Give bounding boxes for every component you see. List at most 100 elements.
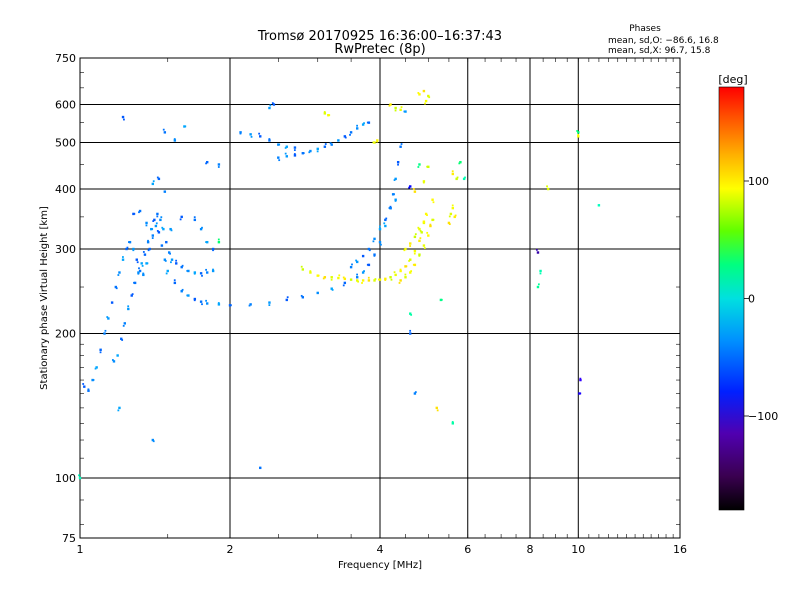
data-point bbox=[151, 237, 154, 239]
data-point bbox=[428, 96, 431, 99]
colorbar-tick-label: 100 bbox=[748, 175, 769, 188]
data-point bbox=[302, 152, 305, 155]
data-point bbox=[152, 180, 155, 183]
data-point bbox=[343, 135, 347, 138]
data-point bbox=[409, 312, 412, 315]
data-point bbox=[356, 273, 358, 276]
data-point bbox=[317, 274, 320, 277]
data-point bbox=[99, 348, 102, 351]
data-point bbox=[127, 305, 130, 308]
data-point bbox=[579, 378, 582, 382]
data-point bbox=[422, 220, 425, 223]
data-point bbox=[187, 269, 190, 273]
data-point bbox=[151, 182, 155, 186]
data-point bbox=[187, 294, 190, 297]
data-point bbox=[161, 226, 164, 229]
data-point bbox=[368, 249, 371, 252]
data-point bbox=[390, 278, 393, 281]
data-point bbox=[250, 135, 253, 138]
data-point bbox=[323, 112, 327, 115]
data-point bbox=[160, 244, 163, 247]
data-point bbox=[432, 201, 435, 204]
data-point bbox=[456, 176, 459, 179]
data-point bbox=[118, 406, 121, 410]
data-point bbox=[128, 240, 132, 244]
data-point bbox=[405, 265, 408, 268]
data-point bbox=[186, 269, 189, 272]
data-point bbox=[373, 279, 376, 282]
data-point bbox=[435, 406, 438, 410]
data-point bbox=[324, 143, 327, 145]
data-point bbox=[323, 111, 326, 113]
data-point bbox=[248, 304, 251, 307]
data-point bbox=[400, 143, 403, 145]
data-point bbox=[259, 135, 262, 138]
data-point bbox=[130, 294, 133, 297]
data-point bbox=[201, 274, 203, 277]
data-point bbox=[398, 282, 401, 284]
data-point bbox=[278, 143, 281, 146]
data-point bbox=[422, 180, 426, 183]
data-point bbox=[427, 94, 430, 98]
data-point bbox=[429, 224, 432, 228]
data-point bbox=[111, 301, 113, 304]
data-point bbox=[169, 252, 171, 255]
data-point bbox=[128, 241, 130, 243]
data-point bbox=[418, 253, 421, 256]
x-tick-label: 4 bbox=[377, 543, 384, 556]
data-point bbox=[361, 123, 365, 126]
data-point bbox=[394, 198, 397, 201]
data-point bbox=[393, 193, 395, 196]
data-point bbox=[579, 377, 582, 380]
data-point bbox=[106, 316, 109, 318]
data-point bbox=[212, 249, 214, 252]
data-point bbox=[126, 246, 129, 249]
data-point bbox=[142, 273, 145, 277]
data-point bbox=[205, 299, 207, 302]
data-point bbox=[399, 268, 402, 271]
x-tick-label: 1 bbox=[77, 543, 84, 556]
data-points bbox=[78, 89, 601, 480]
data-point bbox=[159, 218, 162, 222]
data-point bbox=[316, 150, 319, 153]
y-tick-label: 750 bbox=[55, 52, 76, 65]
data-point bbox=[367, 279, 371, 282]
data-point bbox=[121, 258, 125, 261]
data-point bbox=[448, 215, 451, 218]
data-point bbox=[409, 332, 412, 335]
data-point bbox=[137, 271, 140, 274]
data-point bbox=[272, 103, 276, 106]
data-point bbox=[205, 160, 209, 164]
data-point bbox=[423, 247, 426, 249]
data-point bbox=[413, 235, 417, 239]
data-point bbox=[343, 281, 347, 285]
colorbar-ticks: 100 0 −100 bbox=[744, 175, 778, 423]
data-point bbox=[142, 251, 145, 253]
data-point bbox=[414, 233, 417, 236]
data-point bbox=[448, 223, 451, 226]
data-point bbox=[338, 274, 341, 277]
legend-title: Phases bbox=[629, 24, 661, 34]
y-tick-label: 100 bbox=[55, 472, 76, 485]
data-point bbox=[141, 264, 144, 267]
data-point bbox=[427, 234, 430, 237]
data-point bbox=[163, 258, 167, 261]
data-point bbox=[429, 223, 432, 226]
data-point bbox=[165, 272, 168, 275]
data-point bbox=[285, 145, 288, 148]
data-point bbox=[277, 156, 280, 159]
data-point bbox=[193, 216, 196, 219]
data-point bbox=[147, 239, 149, 242]
data-point bbox=[293, 149, 296, 151]
data-point bbox=[120, 337, 123, 341]
data-point bbox=[432, 218, 435, 221]
data-point bbox=[140, 262, 143, 265]
data-point bbox=[169, 227, 172, 231]
data-point bbox=[199, 227, 203, 231]
data-point bbox=[424, 99, 428, 103]
y-tick-label: 200 bbox=[55, 328, 76, 341]
data-point bbox=[413, 249, 417, 253]
data-point bbox=[217, 240, 221, 244]
data-point bbox=[230, 304, 232, 307]
data-point bbox=[404, 247, 407, 251]
